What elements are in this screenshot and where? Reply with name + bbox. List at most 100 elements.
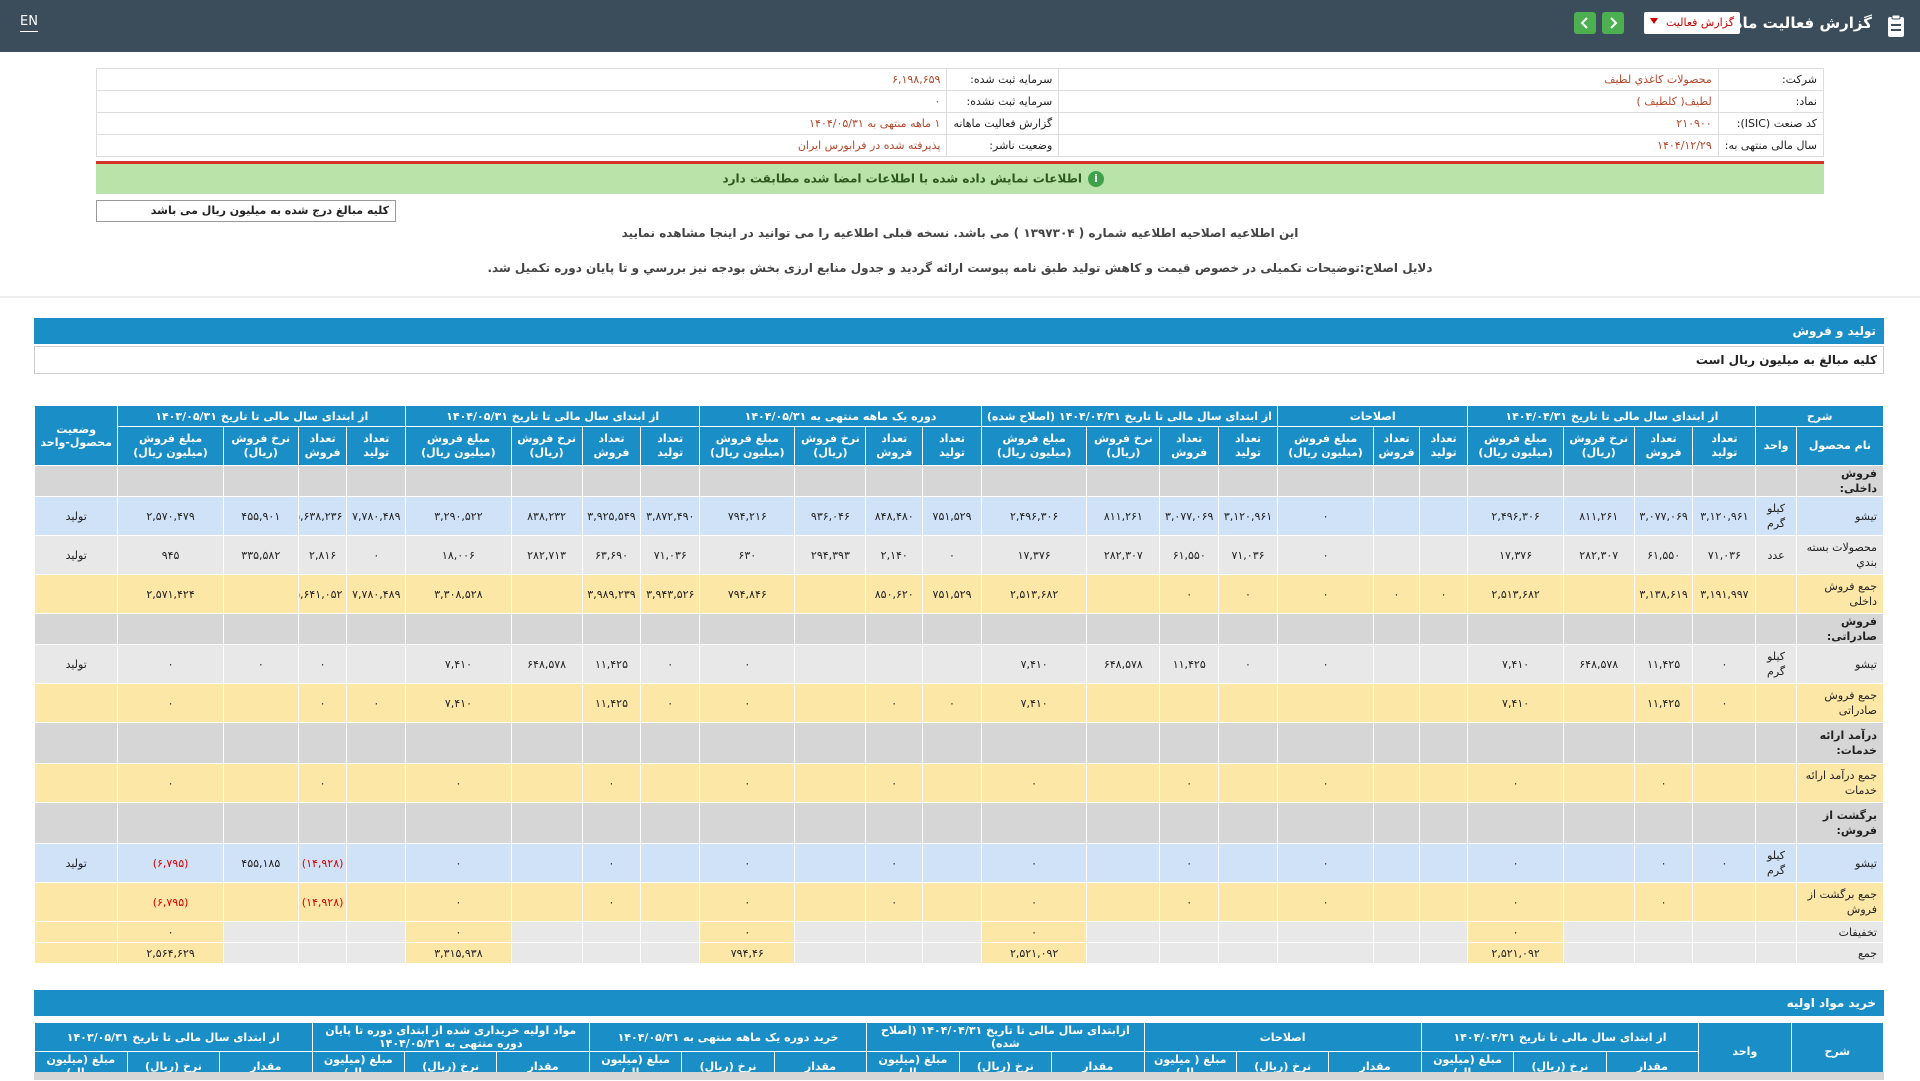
data-cell: ۰	[1276, 644, 1375, 684]
data-cell: ۷۵۱,۵۲۹	[922, 574, 982, 614]
data-cell: ۷,۴۱۰	[405, 683, 512, 723]
unit-cell: کیلو گرم	[1755, 843, 1797, 883]
empty-cell	[1159, 613, 1220, 645]
data-cell: ۸۵۰,۶۲۰	[865, 574, 924, 614]
status-cell: تولید	[33, 496, 119, 536]
product-name-cell: محصولات بسته بندي	[1795, 535, 1885, 575]
data-cell	[222, 882, 299, 922]
next-button[interactable]	[1602, 12, 1624, 34]
data-cell	[640, 843, 701, 883]
unit-cell	[1755, 574, 1797, 614]
correction-reasons: دلایل اصلاح:توضیحات تکمیلی در خصوص قیمت …	[487, 261, 1433, 275]
data-cell	[1418, 644, 1469, 684]
empty-cell	[922, 722, 982, 764]
data-cell: ۰	[1467, 763, 1564, 803]
data-cell: ۶۱,۵۵۰	[1633, 535, 1694, 575]
data-cell	[1562, 942, 1635, 964]
row-section-label: درآمد ارائه خدمات:	[1795, 722, 1885, 764]
data-cell: ۷,۴۱۰	[980, 683, 1088, 723]
prev-button[interactable]	[1574, 12, 1596, 34]
row-section-label: برگشت از فروش:	[1795, 802, 1885, 844]
data-cell: ۰	[1159, 843, 1220, 883]
data-cell	[794, 921, 867, 943]
data-cell: ۷,۴۱۰	[980, 644, 1088, 684]
data-cell: ۲,۵۲۱,۰۹۲	[1467, 942, 1564, 964]
chevron-down-icon	[1650, 18, 1658, 24]
empty-cell	[117, 465, 224, 497]
publisher-label: وضعیت ناشر:	[946, 134, 1060, 157]
correction-notice[interactable]: این اطلاعیه اصلاحیه اطلاعیه شماره ( ۱۳۹۷…	[621, 226, 1299, 240]
company-label: شرکت:	[1717, 68, 1825, 91]
unreg-capital-label: سرمایه ثبت نشده:	[946, 90, 1060, 113]
data-cell: ۷۱,۰۳۶	[1692, 535, 1757, 575]
data-cell: ۰	[346, 683, 407, 723]
empty-cell	[405, 465, 512, 497]
empty-cell	[1276, 722, 1375, 764]
data-cell	[297, 921, 348, 943]
product-name-cell: جمع درآمد ارائه خدمات	[1795, 763, 1885, 803]
column-header: نرخ فروش (ریال)	[1086, 426, 1161, 466]
data-cell: ۰	[1418, 574, 1469, 614]
data-cell: ۷,۴۱۰	[1467, 683, 1564, 723]
empty-cell	[1086, 722, 1161, 764]
data-cell	[346, 921, 407, 943]
report-type-select[interactable]: گزارش فعالیت	[1644, 12, 1740, 34]
data-cell: ۱۱,۴۲۵	[1633, 683, 1694, 723]
data-cell: ۰	[699, 763, 796, 803]
status-cell	[33, 942, 119, 964]
empty-cell	[1373, 465, 1420, 497]
data-cell	[1562, 574, 1635, 614]
empty-cell	[1418, 613, 1469, 645]
column-group-header: از ابتدای سال مالی تا تاریخ ۱۴۰۳/۰۵/۳۱	[34, 1022, 313, 1052]
data-cell: ۳,۰۷۷,۰۶۹	[1159, 496, 1220, 536]
column-group-header: شرح	[1755, 405, 1884, 427]
product-name-cell: تیشو	[1795, 843, 1885, 883]
data-cell	[1276, 683, 1375, 723]
data-cell	[794, 763, 867, 803]
data-cell: ۲,۵۶۴,۶۲۹	[117, 942, 224, 964]
data-cell: ۲,۴۹۶,۳۰۶	[980, 496, 1088, 536]
data-cell: ۳,۳۰۸,۵۲۸	[405, 574, 512, 614]
empty-cell	[794, 465, 867, 497]
column-header: واحد	[1755, 426, 1797, 466]
data-cell: ۷,۷۸۰,۴۸۹	[346, 496, 407, 536]
data-cell: ۳,۹۲۵,۵۴۹	[581, 496, 642, 536]
column-header: تعداد تولید	[1692, 426, 1757, 466]
data-cell	[1218, 763, 1278, 803]
data-cell: ۶۱,۵۵۰	[1159, 535, 1220, 575]
data-cell: ۶۳,۶۹۰	[581, 535, 642, 575]
column-header: تعداد تولید	[1418, 426, 1469, 466]
data-cell: ۳,۸۷۲,۴۹۰	[640, 496, 701, 536]
product-name-cell: تیشو	[1795, 496, 1885, 536]
data-cell	[1692, 942, 1757, 964]
data-cell	[1086, 843, 1161, 883]
data-cell	[922, 644, 982, 684]
unit-cell: کیلو گرم	[1755, 644, 1797, 684]
table-row: برگشت از فروش:	[33, 802, 1885, 844]
data-cell	[922, 882, 982, 922]
status-cell: تولید	[33, 644, 119, 684]
data-cell	[1562, 843, 1635, 883]
data-cell: ۱۱,۴۲۵	[1633, 644, 1694, 684]
data-cell	[1373, 535, 1420, 575]
section-header-raw-materials: خرید مواد اولیه	[34, 990, 1884, 1016]
empty-cell	[297, 722, 348, 764]
company-info-table: شرکت: محصولات کاغذي لطيف سرمایه ثبت شده:…	[95, 68, 1825, 157]
data-cell: ۸۱۱,۲۶۱	[1086, 496, 1161, 536]
capital-label: سرمایه ثبت شده:	[946, 68, 1060, 91]
empty-cell	[405, 722, 512, 764]
data-cell: ۰	[1218, 574, 1278, 614]
column-header: نرخ فروش (ریال)	[222, 426, 299, 466]
data-cell	[1218, 921, 1278, 943]
empty-cell	[1418, 802, 1469, 844]
column-header: مبلغ فروش (میلیون ریال)	[980, 426, 1088, 466]
empty-cell	[980, 722, 1088, 764]
empty-cell	[1467, 465, 1564, 497]
data-cell	[1562, 763, 1635, 803]
data-cell: ۰	[117, 644, 224, 684]
section-title: تولید و فروش	[1792, 324, 1876, 338]
data-cell: ۰	[1159, 763, 1220, 803]
language-switch[interactable]: EN	[20, 14, 38, 32]
data-cell	[1562, 882, 1635, 922]
data-cell: ۰	[1633, 763, 1694, 803]
